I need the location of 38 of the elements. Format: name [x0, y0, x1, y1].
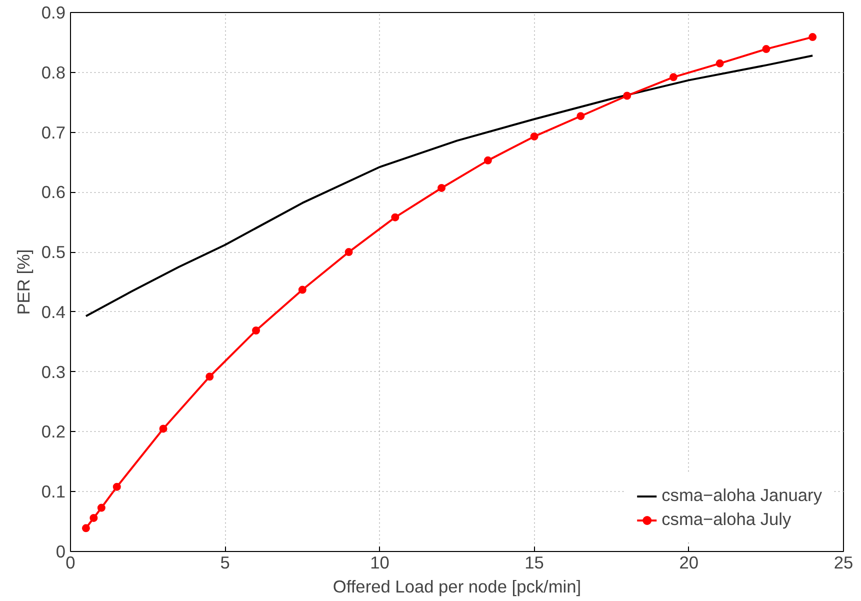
point [438, 184, 446, 192]
y-axis-title: PER [%] [13, 249, 34, 315]
point [762, 45, 770, 54]
line-series [84, 54, 814, 318]
y-tick-label: 0.8 [41, 62, 66, 82]
y-tick-label: 0.6 [41, 182, 66, 202]
x-tick-label: 15 [524, 552, 544, 572]
point [112, 482, 121, 491]
point [576, 112, 585, 120]
point [298, 286, 306, 294]
x-tick-label: 25 [834, 552, 854, 572]
point [716, 59, 724, 68]
point [808, 33, 817, 42]
y-tick-label: 0.7 [41, 122, 66, 142]
y-tick-label: 0.3 [41, 362, 66, 382]
y-tick-label: 0.5 [41, 242, 66, 262]
y-tick-label: 0.9 [41, 2, 66, 22]
legend-label: csma−aloha July [662, 509, 792, 530]
point [391, 213, 400, 222]
point [90, 514, 98, 522]
x-tick-label: 10 [370, 552, 390, 572]
x-axis-title: Offered Load per node [pck/min] [332, 576, 582, 596]
point [206, 372, 214, 381]
point [344, 248, 353, 256]
point [530, 132, 538, 140]
point [159, 424, 168, 433]
y-tick-label: 0.2 [41, 422, 66, 442]
y-tick-label: 0.1 [41, 482, 66, 502]
legend-label: csma−aloha January [662, 485, 822, 506]
point [97, 504, 106, 512]
x-tick-label: 20 [679, 552, 699, 572]
point [669, 73, 678, 82]
point [623, 92, 632, 100]
y-tick-label: 0.4 [41, 302, 66, 322]
point [484, 156, 492, 164]
point [82, 524, 90, 532]
point [252, 326, 260, 335]
x-tick-label: 5 [220, 552, 230, 572]
